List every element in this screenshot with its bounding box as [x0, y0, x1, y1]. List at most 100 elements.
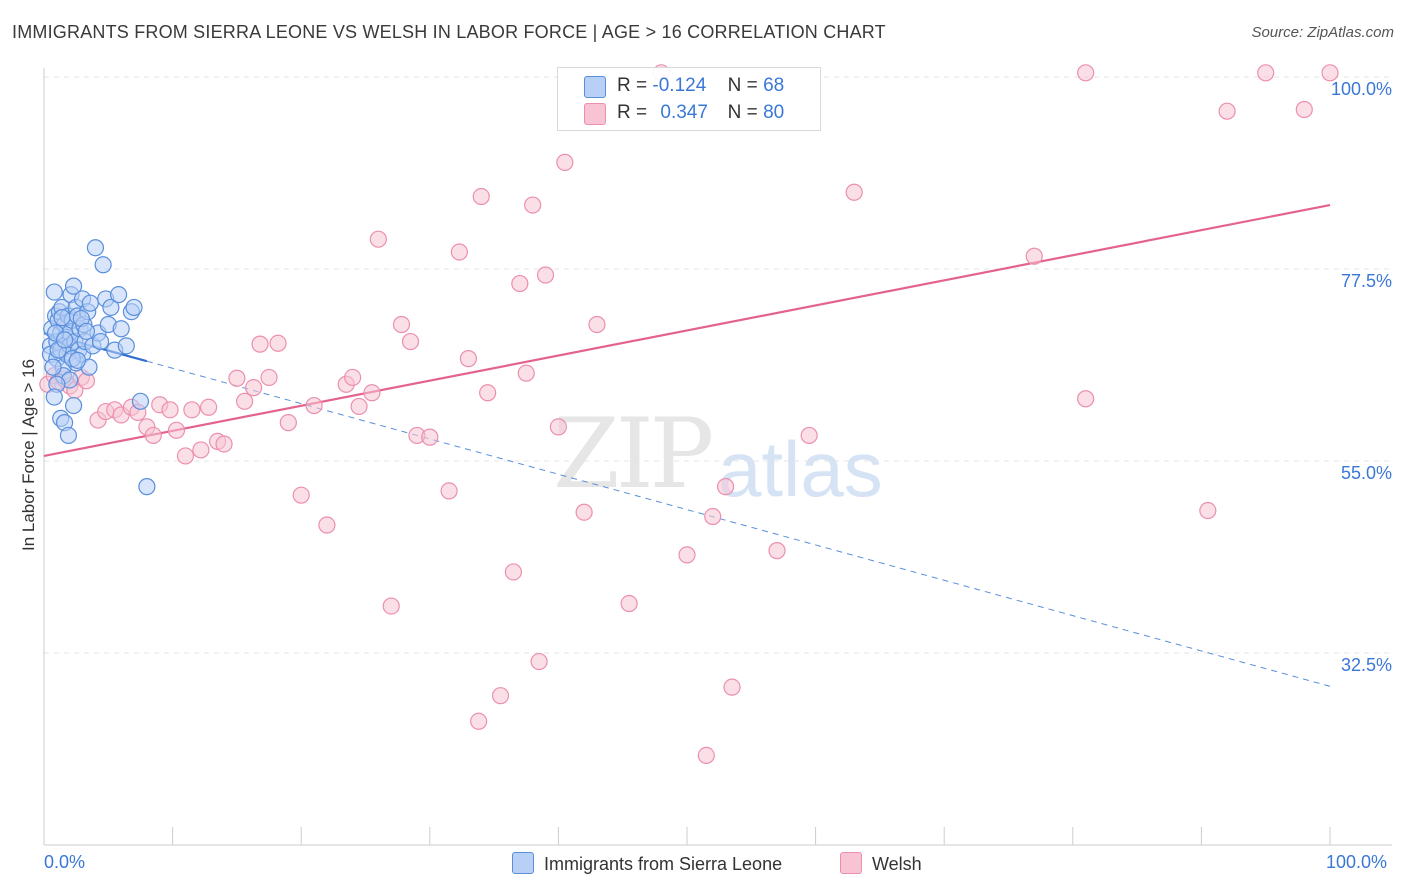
legend-r-label: R =	[617, 75, 648, 96]
data-point-welsh	[716, 478, 735, 496]
data-points	[39, 64, 1339, 765]
x-tick-label-max: 100.0%	[1326, 852, 1388, 872]
data-point-welsh	[382, 597, 400, 615]
data-point-welsh	[176, 447, 195, 465]
watermark-zip: ZIP	[553, 398, 714, 510]
data-point-sierra-leone	[125, 298, 143, 317]
data-point-sierra-leone	[91, 332, 110, 351]
data-point-sierra-leone	[117, 337, 135, 355]
data-point-welsh	[305, 396, 323, 415]
data-point-sierra-leone	[94, 256, 112, 274]
data-point-welsh	[440, 482, 458, 500]
y-tick-label: 77.5%	[1340, 271, 1392, 292]
data-point-sierra-leone	[44, 358, 62, 376]
legend-r-value-blue: -0.124	[652, 75, 707, 96]
data-point-welsh	[236, 392, 254, 410]
data-point-sierra-leone	[64, 396, 83, 415]
data-point-welsh	[723, 678, 741, 696]
chart-title: IMMIGRANTS FROM SIERRA LEONE VS WELSH IN…	[12, 22, 886, 42]
data-point-welsh	[491, 687, 510, 705]
data-point-welsh	[192, 441, 210, 459]
source-label: Source: ZipAtlas.com	[1251, 24, 1394, 41]
data-point-welsh	[167, 421, 186, 439]
data-point-sierra-leone	[53, 309, 71, 327]
data-point-welsh	[260, 368, 278, 387]
data-point-sierra-leone	[55, 331, 74, 349]
data-point-welsh	[401, 332, 420, 351]
data-point-welsh	[470, 712, 488, 730]
watermark-atlas: atlas	[718, 425, 883, 513]
bottom-legend-label-sierra-leone: Immigrants from Sierra Leone	[544, 854, 783, 874]
data-point-welsh	[768, 542, 786, 560]
data-point-welsh	[421, 428, 439, 446]
y-axis-label: In Labor Force | Age > 16	[19, 358, 38, 552]
y-tick-label: 100.0%	[1330, 79, 1392, 100]
data-point-welsh	[530, 652, 548, 671]
data-point-welsh	[575, 503, 593, 521]
data-point-welsh	[1257, 64, 1275, 82]
data-point-welsh	[845, 183, 863, 201]
legend-swatch-blue	[584, 76, 606, 98]
data-point-welsh	[279, 414, 297, 432]
y-tick-label: 32.5%	[1340, 655, 1392, 676]
data-point-welsh	[704, 507, 722, 526]
gridlines	[44, 76, 1392, 654]
correlation-legend: R = -0.124 N = 68 R = 0.347 N = 80	[557, 67, 821, 131]
bottom-legend-item-welsh: Welsh	[840, 852, 922, 875]
data-point-welsh	[1025, 247, 1043, 265]
data-point-welsh	[800, 426, 818, 445]
legend-n-label: N =	[727, 75, 758, 96]
data-point-welsh	[215, 435, 233, 453]
data-point-welsh	[504, 563, 522, 581]
x-tick-label-min: 0.0%	[44, 852, 86, 872]
data-point-welsh	[549, 418, 568, 436]
data-point-welsh	[1321, 64, 1339, 82]
data-point-welsh	[318, 516, 336, 534]
legend-r-label: R =	[617, 102, 648, 123]
axes	[43, 68, 1392, 846]
y-tick-label: 55.0%	[1340, 463, 1392, 484]
data-point-welsh	[144, 426, 162, 445]
data-point-welsh	[183, 401, 201, 419]
data-point-welsh	[450, 243, 468, 261]
bottom-legend-item-sierra-leone: Immigrants from Sierra Leone	[512, 852, 782, 875]
data-point-sierra-leone	[131, 392, 150, 410]
data-point-welsh	[369, 230, 387, 248]
data-point-welsh	[228, 369, 246, 387]
data-point-welsh	[1295, 100, 1313, 119]
data-point-welsh	[511, 274, 529, 293]
data-point-welsh	[350, 397, 368, 416]
data-point-welsh	[472, 187, 490, 206]
data-point-welsh	[556, 153, 574, 171]
data-point-welsh	[161, 401, 179, 419]
data-point-welsh	[588, 315, 606, 334]
data-point-sierra-leone	[81, 294, 99, 312]
legend-n-value-pink: 80	[763, 102, 785, 123]
data-point-sierra-leone	[45, 283, 63, 301]
data-point-welsh	[292, 486, 310, 504]
legend-r-value-pink: 0.347	[660, 102, 708, 123]
data-point-sierra-leone	[112, 320, 130, 338]
data-point-welsh	[678, 546, 696, 564]
data-point-welsh	[536, 266, 555, 284]
data-point-welsh	[1199, 501, 1217, 520]
bottom-legend-swatch-blue	[512, 852, 534, 874]
data-point-sierra-leone	[68, 351, 87, 369]
data-point-sierra-leone	[102, 298, 120, 317]
data-point-welsh	[620, 594, 638, 613]
data-point-welsh	[1077, 390, 1095, 408]
data-point-welsh	[697, 746, 715, 765]
bottom-legend-label-welsh: Welsh	[872, 854, 922, 874]
legend-n-label: N =	[727, 102, 758, 123]
data-point-welsh	[1218, 102, 1236, 120]
data-point-welsh	[363, 384, 381, 402]
data-point-welsh	[517, 364, 535, 382]
trend-lines	[43, 203, 1331, 687]
data-point-welsh	[245, 379, 263, 397]
data-point-welsh	[459, 350, 477, 368]
data-point-welsh	[1077, 64, 1095, 82]
data-point-sierra-leone	[64, 277, 83, 295]
data-point-sierra-leone	[45, 388, 63, 406]
data-point-welsh	[200, 398, 218, 416]
